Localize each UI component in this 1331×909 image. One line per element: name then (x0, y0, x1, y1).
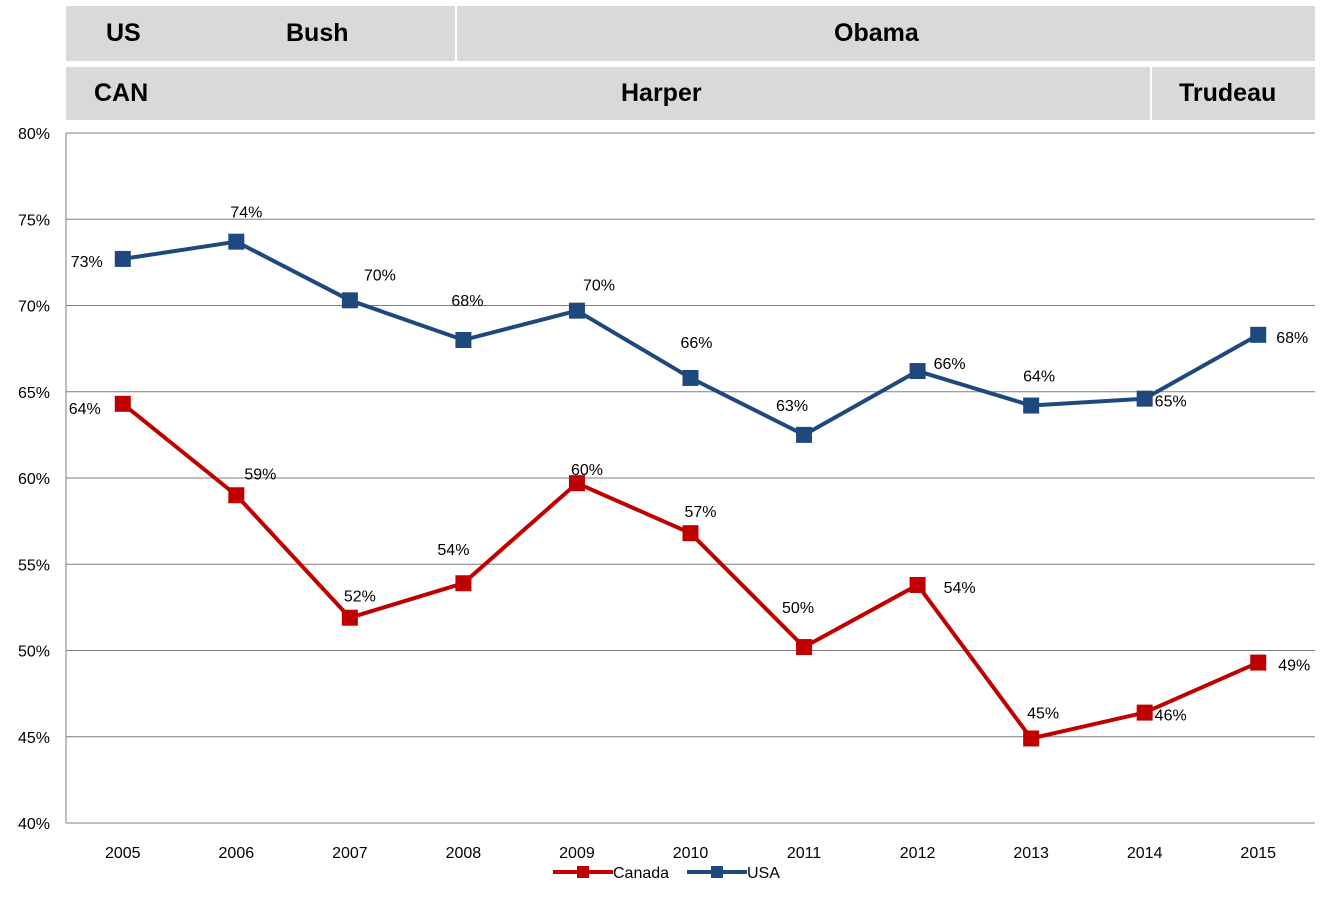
y-tick-label: 80% (18, 126, 50, 143)
data-label-canada: 45% (1027, 705, 1059, 722)
band-divider (455, 6, 457, 61)
data-point-usa (796, 426, 813, 443)
data-label-usa: 74% (230, 205, 262, 222)
y-tick-label: 45% (18, 730, 50, 747)
x-tick-label: 2014 (1127, 845, 1163, 862)
band-divider (1150, 67, 1152, 120)
data-label-usa: 64% (1023, 369, 1055, 386)
y-tick-label: 40% (18, 816, 50, 833)
term-label-obama: Obama (834, 19, 919, 47)
data-point-usa (341, 292, 358, 309)
data-label-canada: 64% (69, 401, 101, 418)
legend-marker-usa (711, 866, 723, 878)
y-tick-label: 75% (18, 212, 50, 229)
data-point-canada (682, 525, 699, 542)
data-point-canada (228, 487, 245, 504)
data-label-usa: 65% (1155, 394, 1187, 411)
can-leader-band: CAN Harper Trudeau (66, 67, 1315, 120)
legend-marker-canada (577, 866, 589, 878)
data-point-canada (341, 609, 358, 626)
data-label-usa: 68% (1276, 330, 1308, 347)
data-point-usa (568, 302, 585, 319)
data-point-usa (682, 369, 699, 386)
us-country-label: US (106, 19, 141, 47)
x-tick-label: 2013 (1013, 845, 1049, 862)
data-label-usa: 73% (71, 254, 103, 271)
data-label-canada: 46% (1155, 708, 1187, 725)
x-tick-label: 2015 (1240, 845, 1276, 862)
legend-label-usa: USA (747, 865, 780, 882)
data-label-usa: 63% (776, 398, 808, 415)
us-leader-band: US Bush Obama (66, 6, 1315, 61)
x-tick-label: 2007 (332, 845, 368, 862)
can-country-label: CAN (94, 79, 149, 107)
data-label-usa: 68% (451, 293, 483, 310)
y-tick-label: 50% (18, 644, 50, 661)
data-point-usa (1250, 326, 1267, 343)
data-label-canada: 60% (571, 462, 603, 479)
data-label-usa: 70% (364, 267, 396, 284)
x-tick-label: 2011 (787, 845, 822, 862)
data-label-canada: 52% (344, 589, 376, 606)
data-label-canada: 50% (782, 600, 814, 617)
data-point-canada (1136, 704, 1153, 721)
data-point-canada (455, 575, 472, 592)
legend-label-canada: Canada (613, 865, 669, 882)
data-label-canada: 54% (437, 542, 469, 559)
data-point-canada (1023, 730, 1040, 747)
data-point-canada (796, 639, 813, 656)
data-point-canada (114, 395, 131, 412)
data-point-canada (1250, 654, 1267, 671)
data-label-canada: 59% (244, 466, 276, 483)
y-tick-label: 55% (18, 557, 50, 574)
data-point-usa (1136, 390, 1153, 407)
term-label-harper: Harper (621, 79, 702, 107)
term-label-bush: Bush (286, 19, 349, 47)
data-label-usa: 70% (583, 278, 615, 295)
data-label-usa: 66% (681, 335, 713, 352)
data-point-canada (909, 576, 926, 593)
series-line-canada (121, 402, 1260, 741)
x-tick-label: 2010 (673, 845, 709, 862)
y-tick-label: 65% (18, 385, 50, 402)
x-tick-label: 2009 (559, 845, 595, 862)
y-tick-label: 70% (18, 299, 50, 316)
term-label-trudeau: Trudeau (1179, 79, 1277, 107)
data-label-canada: 49% (1278, 658, 1310, 675)
data-label-canada: 57% (685, 504, 717, 521)
data-point-usa (455, 332, 472, 348)
data-point-canada (568, 475, 585, 492)
data-point-usa (1023, 397, 1040, 414)
data-label-canada: 54% (944, 580, 976, 597)
y-tick-label: 60% (18, 471, 50, 488)
x-tick-label: 2005 (105, 845, 141, 862)
x-tick-label: 2006 (219, 845, 255, 862)
data-point-usa (228, 233, 245, 250)
x-tick-label: 2012 (900, 845, 936, 862)
data-label-usa: 66% (934, 356, 966, 373)
data-point-usa (909, 363, 926, 380)
x-tick-label: 2008 (446, 845, 482, 862)
data-point-usa (114, 250, 131, 267)
